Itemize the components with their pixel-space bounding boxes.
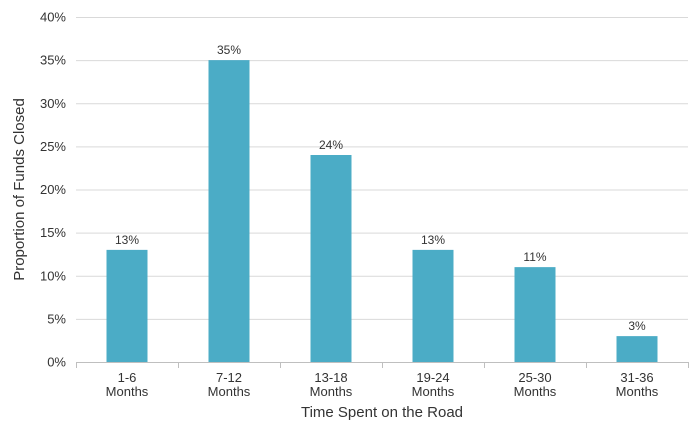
y-tick-label: 0%: [47, 355, 66, 370]
data-labels: 13% 35% 24% 13% 11% 3%: [115, 43, 646, 333]
x-tick-label: 13-18 Months: [310, 370, 353, 399]
x-tick-label: 7-12 Months: [208, 370, 251, 399]
x-tick-label: 25-30 Months: [514, 370, 557, 399]
data-label: 35%: [217, 43, 241, 57]
bar: [208, 60, 250, 362]
y-tick-labels: 0% 5% 10% 15% 20% 25% 30% 35% 40%: [40, 10, 66, 370]
x-tick-label: 1-6 Months: [106, 370, 149, 399]
y-tick-label: 25%: [40, 139, 66, 154]
x-tick-labels: 1-6 Months 7-12 Months 13-18 Months 19-24 Month…: [106, 370, 659, 399]
bar: [412, 249, 454, 362]
x-tick-label: 19-24 Months: [412, 370, 455, 399]
y-tick-label: 35%: [40, 53, 66, 68]
bar: [514, 267, 556, 362]
y-tick-label: 20%: [40, 182, 66, 197]
bar: [310, 155, 352, 362]
bars: [106, 60, 658, 362]
y-tick-label: 40%: [40, 10, 66, 25]
gridlines: [76, 17, 689, 368]
data-label: 24%: [319, 138, 343, 152]
data-label: 11%: [523, 250, 546, 264]
x-tick-label: 31-36 Months: [616, 370, 659, 399]
data-label: 3%: [628, 319, 646, 333]
x-axis-title: Time Spent on the Road: [301, 404, 463, 421]
y-tick-label: 10%: [40, 268, 66, 283]
y-tick-label: 5%: [47, 311, 66, 326]
y-axis-title: Proportion of Funds Closed: [11, 98, 28, 281]
bar: [106, 249, 148, 362]
y-tick-label: 30%: [40, 96, 66, 111]
data-label: 13%: [421, 233, 445, 247]
bar: [616, 336, 658, 362]
y-tick-label: 15%: [40, 225, 66, 240]
data-label: 13%: [115, 233, 139, 247]
